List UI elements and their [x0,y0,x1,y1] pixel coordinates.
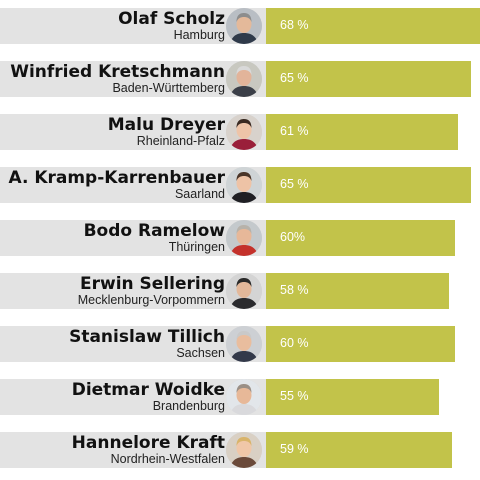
bar-track [266,8,480,44]
value-label: 65 % [280,71,309,85]
politician-name: Bodo Ramelow [83,221,225,241]
person-photo-icon [226,8,262,44]
value-label: 60% [280,230,306,244]
person-photo-icon [226,61,262,97]
politician-name: Stanislaw Tillich [69,327,225,347]
person-photo-icon [226,114,262,150]
state-label: Saarland [174,187,225,201]
chart-row: Malu Dreyer Rheinland-Pfalz 61 % [0,114,480,150]
chart-row: Bodo Ramelow Thüringen 60% [0,220,480,256]
state-label: Thüringen [168,240,225,254]
politician-name: Malu Dreyer [107,115,225,135]
politician-name: Winfried Kretschmann [10,62,225,82]
chart-row: A. Kramp-Karrenbauer Saarland 65 % [0,167,480,203]
approval-bar [266,61,471,97]
bar-track [266,220,480,256]
bar-track [266,114,480,150]
label-background [0,8,266,44]
approval-bar [266,167,471,203]
person-photo-icon [226,167,262,203]
value-label: 61 % [280,124,309,138]
label-background [0,114,266,150]
bar-track [266,61,480,97]
bar-track [266,167,480,203]
chart-row: Erwin Sellering Mecklenburg-Vorpommern 58 … [0,273,480,309]
label-background [0,167,266,203]
bar-track [266,379,480,415]
person-photo-icon [226,432,262,468]
chart-row: Dietmar Woidke Brandenburg 55 % [0,379,480,415]
approval-bar [266,114,458,150]
politician-name: Erwin Sellering [80,274,225,294]
approval-bar [266,432,452,468]
bar-track [266,273,480,309]
approval-bar [266,326,455,362]
value-label: 68 % [280,18,309,32]
value-label: 65 % [280,177,309,191]
politician-name: A. Kramp-Karrenbauer [8,168,225,188]
politician-name: Dietmar Woidke [71,380,225,400]
value-label: 58 % [280,283,309,297]
value-label: 60 % [280,336,309,350]
bar-track [266,432,480,468]
state-label: Hamburg [173,28,225,42]
state-label: Mecklenburg-Vorpommern [77,293,225,307]
person-photo-icon [226,326,262,362]
politician-name: Olaf Scholz [118,9,225,29]
approval-bar [266,379,439,415]
approval-bar [266,8,480,44]
person-photo-icon [226,273,262,309]
approval-bar [266,273,449,309]
chart-row: Winfried Kretschmann Baden-Württemberg 65 … [0,61,480,97]
label-background [0,379,266,415]
value-label: 55 % [280,389,309,403]
label-background [0,220,266,256]
state-label: Brandenburg [152,399,225,413]
chart-row: Olaf Scholz Hamburg 68 % [0,8,480,44]
state-label: Baden-Württemberg [112,81,225,95]
state-label: Rheinland-Pfalz [136,134,225,148]
bar-track [266,326,480,362]
person-photo-icon [226,379,262,415]
person-photo-icon [226,220,262,256]
label-background [0,273,266,309]
label-background [0,61,266,97]
approval-bar [266,220,455,256]
chart-row: Hannelore Kraft Nordrhein-Westfalen 59 % [0,432,480,468]
state-label: Nordrhein-Westfalen [110,452,225,466]
politician-name: Hannelore Kraft [71,433,225,453]
chart-row: Stanislaw Tillich Sachsen 60 % [0,326,480,362]
label-background [0,432,266,468]
state-label: Sachsen [176,346,225,360]
label-background [0,326,266,362]
value-label: 59 % [280,442,309,456]
